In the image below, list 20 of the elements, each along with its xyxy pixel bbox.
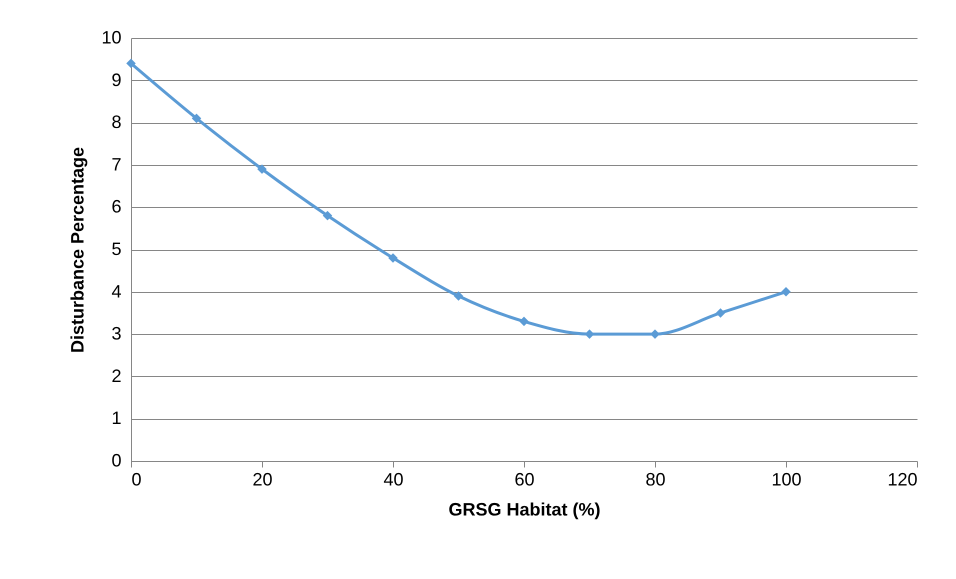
x-tick-label: 80 [645, 470, 666, 490]
x-tick-label: 60 [514, 470, 535, 490]
y-tick-label: 9 [111, 70, 122, 90]
y-tick-label: 1 [111, 408, 122, 428]
x-tick-label: 40 [383, 470, 404, 490]
x-tick-label: 20 [252, 470, 273, 490]
x-tick-label: 0 [132, 470, 142, 490]
y-tick-label: 4 [111, 281, 122, 302]
x-tick-label: 100 [771, 470, 802, 490]
y-tick-label: 8 [111, 112, 122, 132]
y-tick-label: 0 [111, 450, 122, 470]
y-tick-label: 7 [111, 154, 122, 174]
y-tick-label: 2 [111, 366, 122, 386]
y-axis-title: Disturbance Percentage [67, 146, 88, 354]
x-axis-title: GRSG Habitat (%) [448, 500, 601, 520]
y-tick-label: 6 [111, 196, 122, 217]
y-tick-label: 3 [111, 324, 122, 344]
y-tick-label: 5 [111, 239, 122, 259]
y-tick-label: 10 [101, 28, 122, 48]
x-tick-label: 120 [887, 470, 918, 490]
